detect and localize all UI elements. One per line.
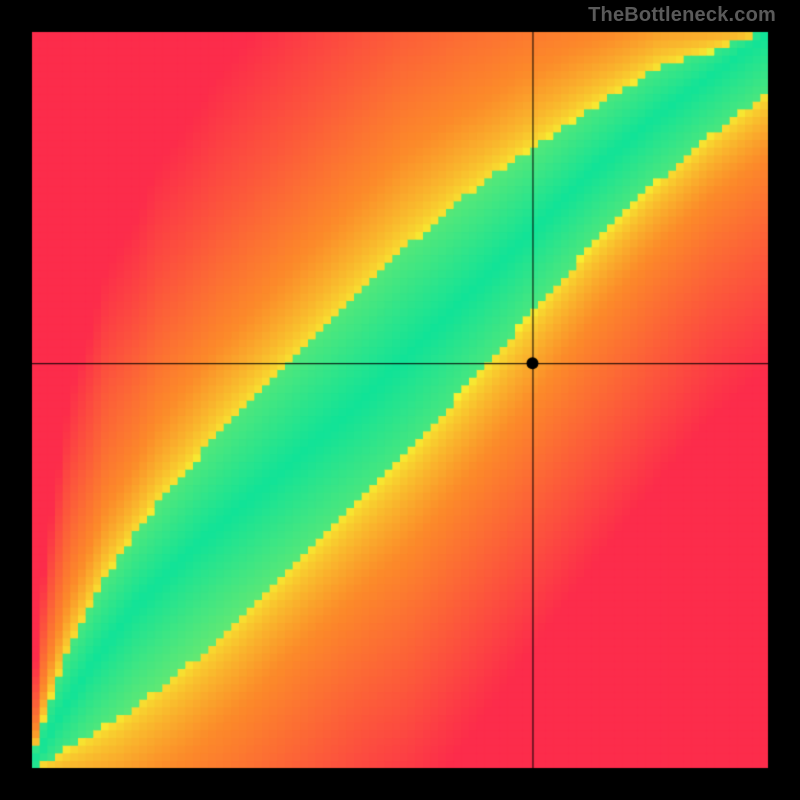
watermark-text: TheBottleneck.com — [588, 4, 776, 27]
bottleneck-heatmap — [0, 0, 800, 800]
chart-container: TheBottleneck.com — [0, 0, 800, 800]
